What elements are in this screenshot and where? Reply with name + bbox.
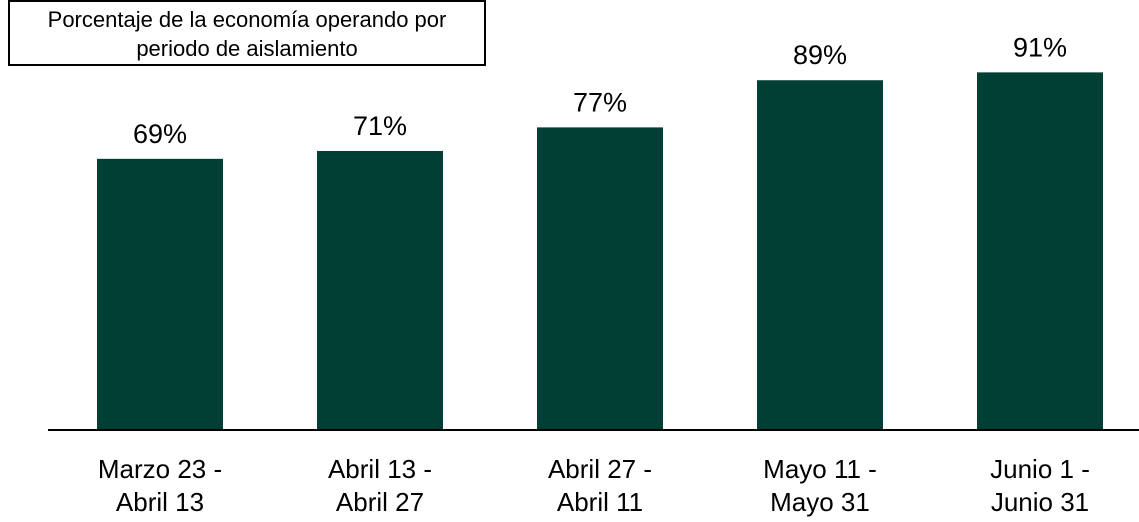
x-tick-label-line: Abril 11 <box>557 487 643 517</box>
bar <box>97 158 223 430</box>
x-tick-label-line: Junio 31 <box>991 487 1089 517</box>
x-tick-label-line: Abril 13 <box>116 487 204 517</box>
value-label: 71% <box>353 111 407 141</box>
x-tick-label: Marzo 23 -Abril 13 <box>98 454 222 517</box>
x-tick-label: Abril 27 -Abril 11 <box>548 454 652 517</box>
value-label: 77% <box>573 87 627 117</box>
x-tick-label: Mayo 11 -Mayo 31 <box>763 454 877 517</box>
x-tick-label-line: Abril 27 - <box>548 454 652 484</box>
bar <box>537 127 663 430</box>
bar <box>977 72 1103 431</box>
chart-title: Porcentaje de la economía operando por p… <box>8 0 486 66</box>
x-tick-label-line: Junio 1 - <box>990 454 1090 484</box>
x-tick-label-line: Mayo 31 <box>770 487 870 517</box>
x-tick-label-line: Mayo 11 - <box>763 454 877 484</box>
x-tick-label-line: Abril 13 - <box>328 454 432 484</box>
value-label: 69% <box>133 119 187 149</box>
x-tick-label: Abril 13 -Abril 27 <box>328 454 432 517</box>
x-tick-label-line: Abril 27 <box>336 487 424 517</box>
bar <box>757 80 883 430</box>
x-tick-label: Junio 1 -Junio 31 <box>990 454 1090 517</box>
x-tick-label-line: Marzo 23 - <box>98 454 222 484</box>
value-label: 89% <box>793 40 847 70</box>
value-label: 91% <box>1013 32 1067 62</box>
bar <box>317 150 443 430</box>
